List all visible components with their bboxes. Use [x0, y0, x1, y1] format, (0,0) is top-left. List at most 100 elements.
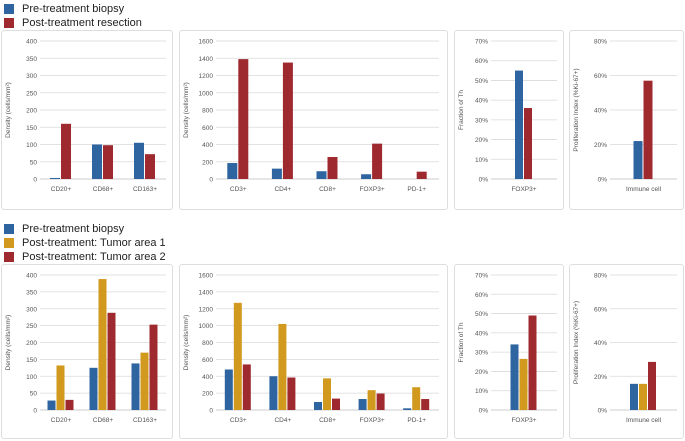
chart-bottom-ki67: 0% 20% 40% 60% 80% Proliferation Index (%Ki-6…: [573, 273, 677, 424]
bar: [327, 157, 338, 179]
y-tick-label: 150: [26, 125, 37, 132]
y-tick-label: 200: [26, 340, 37, 347]
x-tick-label: FOXP3+: [511, 417, 536, 424]
y-tick-label: 50: [30, 159, 38, 166]
y-tick-label: 40%: [475, 98, 488, 105]
legend-item-pre-biopsy: Pre-treatment biopsy: [4, 222, 166, 236]
y-tick-label: 60%: [475, 58, 488, 65]
y-axis-label: Fraction of Th: [458, 322, 465, 362]
bar: [287, 377, 296, 410]
x-tick-label: FOXP3+: [360, 417, 385, 424]
y-axis-label: Fraction of Th: [458, 90, 465, 130]
y-tick-label: 350: [26, 56, 37, 63]
bar: [271, 168, 282, 179]
y-tick-label: 60%: [475, 292, 488, 299]
bar: [421, 399, 430, 410]
x-tick-label: CD20+: [51, 186, 72, 193]
x-tick-label: CD163+: [133, 186, 157, 193]
chart-bottom-lymphoid: 0 200 400 600 800 1000 1200 1400 1600 Density (ce…: [183, 273, 439, 424]
chart-panel-bottom-lymphoid: 0 200 400 600 800 1000 1200 1400 1600 Density (ce…: [179, 264, 448, 439]
y-tick-label: 40%: [594, 108, 607, 115]
bar: [633, 141, 643, 179]
y-tick-label: 0%: [598, 408, 608, 415]
y-tick-label: 250: [26, 90, 37, 97]
bar: [50, 177, 60, 179]
legend-swatch: [4, 252, 14, 262]
bar: [316, 171, 327, 179]
bar: [403, 408, 412, 410]
y-tick-label: 0: [33, 408, 37, 415]
x-tick-label: CD3+: [230, 417, 247, 424]
bar: [89, 367, 98, 410]
y-tick-label: 60%: [594, 306, 607, 313]
legend-label: Post-treatment resection: [22, 17, 142, 29]
y-axis-label: Density (cells/mm²): [183, 82, 190, 138]
chart-panel-bottom-ki67: 0% 20% 40% 60% 80% Proliferation Index (%Ki-6…: [569, 264, 684, 439]
bar: [269, 376, 278, 410]
legend-bottom: Pre-treatment biopsy Post-treatment: Tum…: [4, 222, 166, 264]
bar: [61, 123, 71, 179]
y-tick-label: 300: [26, 306, 37, 313]
bar: [630, 383, 638, 410]
y-tick-label: 50%: [475, 78, 488, 85]
bar: [65, 399, 74, 410]
y-tick-label: 40%: [594, 340, 607, 347]
y-tick-label: 20%: [475, 137, 488, 144]
y-axis-label: Density (cells/mm²): [183, 315, 190, 371]
y-tick-label: 150: [26, 357, 37, 364]
y-tick-label: 600: [202, 357, 213, 364]
bar: [643, 80, 653, 179]
y-tick-label: 1600: [199, 273, 214, 280]
y-tick-label: 0%: [598, 177, 608, 184]
legend-swatch: [4, 18, 14, 28]
legend-top: Pre-treatment biopsy Post-treatment rese…: [4, 2, 142, 30]
chart-top-ki67: 0% 20% 40% 60% 80% Proliferation Index (%Ki-6…: [573, 39, 677, 193]
y-tick-label: 100: [26, 374, 37, 381]
bar: [149, 324, 158, 410]
bar: [224, 369, 233, 410]
bar: [376, 393, 385, 410]
bar: [278, 323, 287, 410]
chart-panel-top-foxp3: 0% 10% 20% 30% 40% 50% 60% 70% Fraction of Th FOX…: [454, 30, 564, 210]
y-tick-label: 0: [209, 177, 213, 184]
y-tick-label: 70%: [475, 39, 488, 46]
y-axis-label: Density (cells/mm²): [5, 315, 12, 371]
legend-item-tumor-area-2: Post-treatment: Tumor area 2: [4, 250, 166, 264]
bar: [332, 398, 340, 410]
y-tick-label: 10%: [475, 157, 488, 164]
bar: [242, 364, 251, 410]
y-tick-label: 30%: [475, 117, 488, 124]
y-tick-label: 0%: [479, 177, 489, 184]
chart-top-lymphoid: 0 200 400 600 800 1000 1200 1400 1600 Density (ce…: [183, 39, 439, 193]
bar: [639, 383, 647, 410]
y-tick-label: 60%: [594, 73, 607, 80]
y-tick-label: 200: [202, 391, 213, 398]
bar: [372, 143, 383, 179]
x-tick-label: PD-1+: [407, 186, 426, 193]
bar: [416, 171, 427, 179]
legend-label: Post-treatment: Tumor area 2: [22, 251, 166, 263]
y-tick-label: 70%: [475, 273, 488, 280]
legend-label: Post-treatment: Tumor area 1: [22, 237, 166, 249]
x-tick-label: CD163+: [133, 417, 157, 424]
bar: [107, 312, 116, 410]
y-axis-label: Proliferation Index (%Ki-67+): [573, 68, 580, 151]
bar: [92, 144, 102, 179]
y-tick-label: 80%: [594, 39, 607, 46]
y-axis-label: Density (cells/mm²): [5, 82, 12, 138]
x-tick-label: CD4+: [274, 186, 291, 193]
legend-swatch: [4, 238, 14, 248]
y-tick-label: 10%: [475, 388, 488, 395]
x-tick-label: CD8+: [319, 417, 336, 424]
y-tick-label: 800: [202, 108, 213, 115]
y-tick-label: 40%: [475, 330, 488, 337]
y-tick-label: 400: [26, 39, 37, 46]
bar: [47, 400, 56, 410]
x-tick-label: CD3+: [230, 186, 247, 193]
bar: [519, 358, 528, 410]
bar: [134, 142, 144, 179]
legend-swatch: [4, 224, 14, 234]
y-tick-label: 1000: [199, 90, 214, 97]
x-tick-label: CD20+: [51, 417, 72, 424]
y-tick-label: 1400: [199, 56, 214, 63]
